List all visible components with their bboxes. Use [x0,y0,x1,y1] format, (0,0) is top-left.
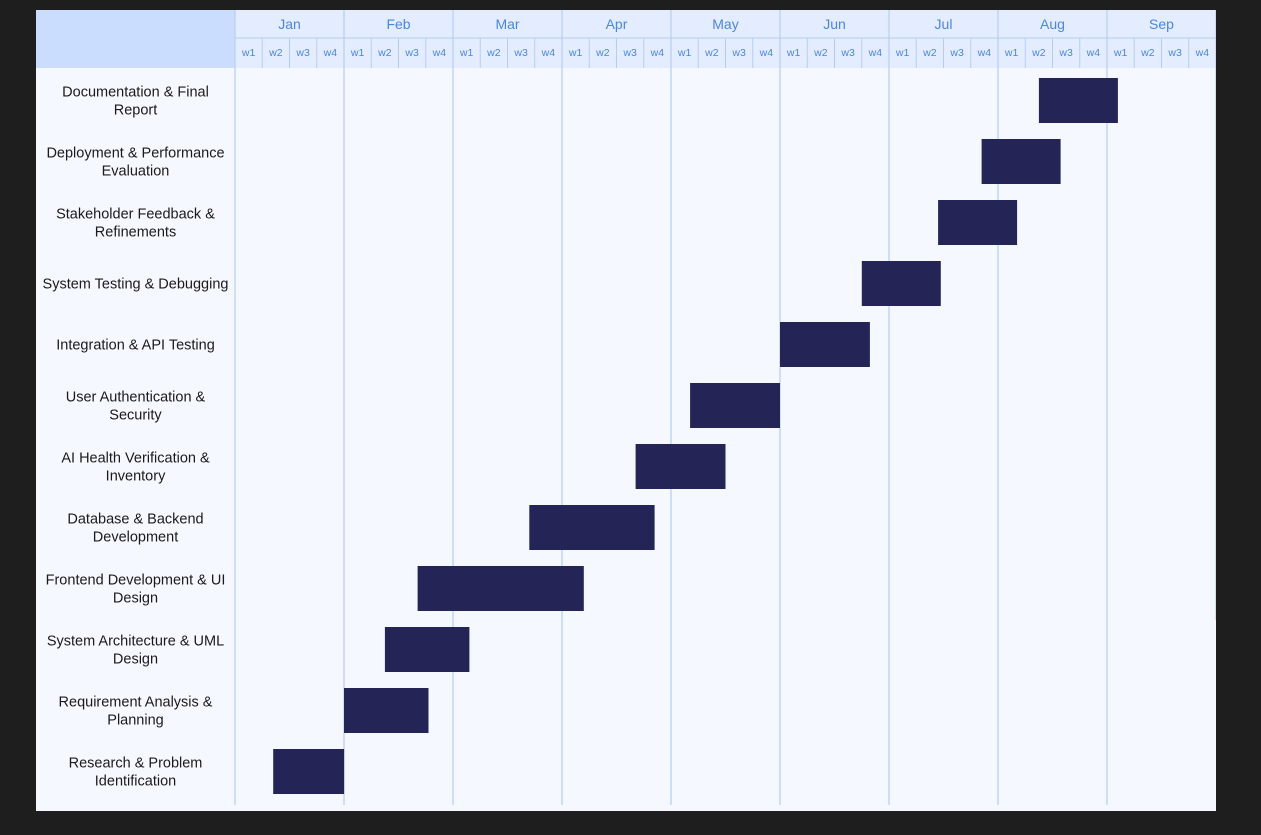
task-bar[interactable] [1038,78,1118,123]
month-label-may: May [712,16,738,32]
week-label: w1 [895,47,910,59]
month-label-sep: Sep [1149,16,1174,32]
week-label: w2 [704,47,719,59]
week-label: w4 [323,47,338,59]
week-label: w3 [731,47,746,59]
month-label-apr: Apr [606,16,628,32]
task-bar[interactable] [384,627,470,672]
week-label: w4 [759,47,774,59]
task-bar[interactable] [273,749,345,794]
week-label: w2 [813,47,828,59]
week-label: w4 [541,47,556,59]
header-corner [36,10,235,68]
month-label-jul: Jul [935,16,953,32]
week-label: w4 [1086,47,1101,59]
gantt-chart: Jan w1 w2 w3 w4 Feb w1 w2 w3 w4 Mar w1 w2 w3 w4 Apr w1 w2… [36,10,1216,811]
week-label: w2 [377,47,392,59]
task-label: Stakeholder Feedback & Refinements [56,207,215,241]
week-label: w4 [650,47,665,59]
week-label: w3 [1167,47,1182,59]
week-label: w3 [622,47,637,59]
task-label: System Testing & Debugging [43,277,229,293]
task-label: Requirement Analysis & Planning [59,695,213,729]
task-label: Integration & API Testing [56,338,215,354]
task-label: System Architecture & UML Design [47,634,224,668]
task-bar[interactable] [690,383,780,428]
month-label-jun: Jun [823,16,846,32]
month-label-mar: Mar [495,16,519,32]
task-label: Deployment & Performance Evaluation [46,146,224,180]
task-label: AI Health Verification & Inventory [61,451,210,485]
week-label: w3 [840,47,855,59]
week-label: w3 [1058,47,1073,59]
month-label-feb: Feb [386,16,410,32]
month-label-jan: Jan [278,16,301,32]
week-label: w4 [432,47,447,59]
week-label: w4 [868,47,883,59]
week-label: w2 [922,47,937,59]
task-label: User Authentication & Security [66,390,206,424]
week-label: w1 [1004,47,1019,59]
week-label: w3 [295,47,310,59]
task-bar[interactable] [938,200,1018,245]
task-bar[interactable] [780,322,870,367]
week-label: w1 [1113,47,1128,59]
week-label: w4 [977,47,992,59]
week-label: w3 [404,47,419,59]
week-label: w1 [350,47,365,59]
week-label: w1 [786,47,801,59]
week-label: w4 [1195,47,1210,59]
task-bar[interactable] [344,688,429,733]
task-label: Database & Backend Development [67,512,203,546]
week-label: w1 [568,47,583,59]
week-label: w2 [1140,47,1155,59]
task-bar[interactable] [981,139,1061,184]
week-label: w1 [241,47,256,59]
month-label-aug: Aug [1040,16,1065,32]
week-label: w1 [459,47,474,59]
task-label: Frontend Development & UI Design [46,573,226,607]
task-bar[interactable] [861,261,941,306]
week-label: w3 [513,47,528,59]
gantt-svg: Jan w1 w2 w3 w4 Feb w1 w2 w3 w4 Mar w1 w2 w3 w4 Apr w1 w2… [36,10,1216,805]
task-bar[interactable] [417,566,584,611]
week-label: w2 [268,47,283,59]
task-bar[interactable] [529,505,655,550]
task-label: Research & Problem Identification [69,756,203,790]
task-label: Documentation & Final Report [62,85,209,119]
week-label: w1 [677,47,692,59]
task-bar[interactable] [635,444,726,489]
week-label: w2 [486,47,501,59]
week-label: w2 [1031,47,1046,59]
week-label: w2 [595,47,610,59]
week-label: w3 [949,47,964,59]
